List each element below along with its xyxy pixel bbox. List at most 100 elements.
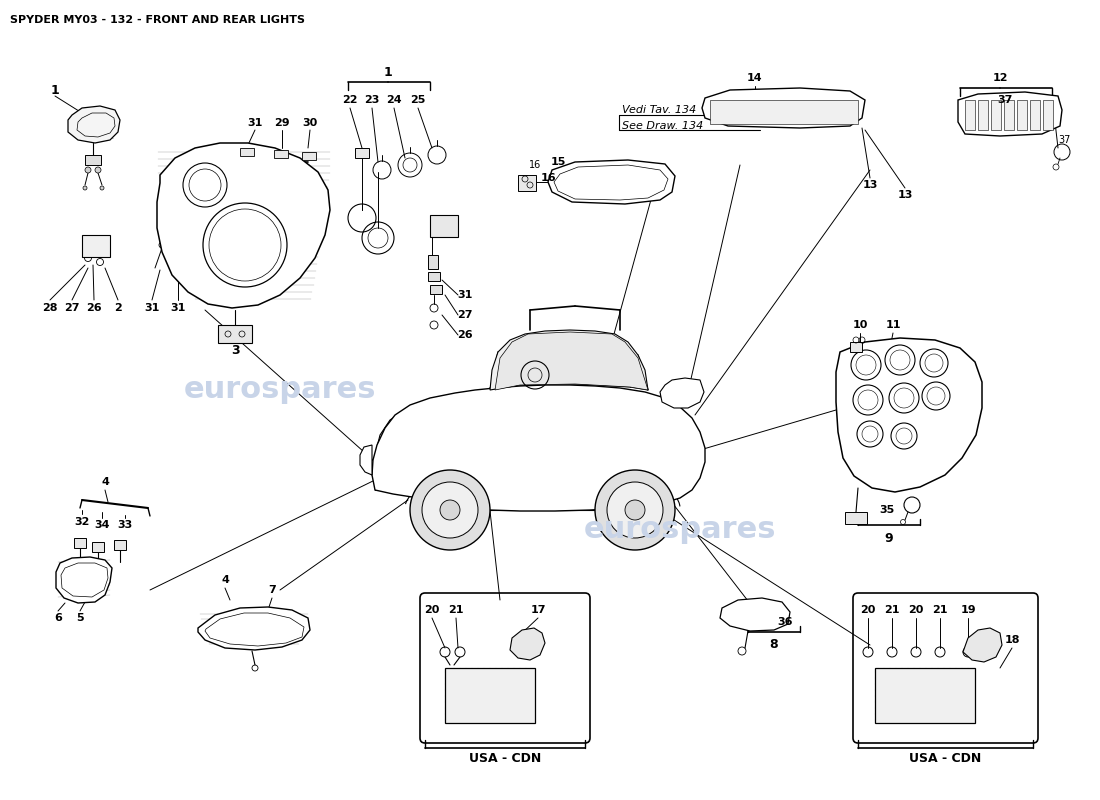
Bar [355,148,368,158]
Bar [1030,100,1040,130]
Text: 8: 8 [770,638,779,651]
Text: USA - CDN: USA - CDN [909,751,981,765]
Text: 26: 26 [86,303,102,313]
Text: 16: 16 [529,160,541,170]
Polygon shape [660,378,704,408]
Bar [1043,100,1053,130]
Text: 24: 24 [386,95,402,105]
Text: 20: 20 [425,605,440,615]
Bar [74,538,86,548]
Circle shape [100,186,104,190]
Circle shape [85,167,91,173]
Bar [92,542,104,552]
Text: Vedi Tav. 134: Vedi Tav. 134 [621,105,696,115]
Bar [991,100,1001,130]
Polygon shape [958,92,1062,136]
Text: 7: 7 [268,585,276,595]
Bar [428,255,438,269]
Text: USA - CDN: USA - CDN [469,751,541,765]
Text: 18: 18 [1004,635,1020,645]
Text: 19: 19 [960,605,976,615]
Text: 35: 35 [879,505,894,515]
Text: See Draw. 134: See Draw. 134 [621,121,703,131]
Text: 11: 11 [886,320,901,330]
Circle shape [95,167,101,173]
Polygon shape [702,88,865,128]
Text: 37: 37 [998,95,1013,105]
Bar [430,285,442,294]
Text: 17: 17 [530,605,546,615]
Text: 13: 13 [862,180,878,190]
Text: 2: 2 [114,303,122,313]
Bar [430,215,458,237]
Text: 6: 6 [54,613,62,623]
Text: 16: 16 [540,173,556,183]
Bar [1018,100,1027,130]
Text: 13: 13 [898,190,913,200]
Text: 21: 21 [449,605,464,615]
Circle shape [607,482,663,538]
FancyBboxPatch shape [852,593,1038,743]
Text: 31: 31 [144,303,159,313]
Polygon shape [548,160,675,204]
Polygon shape [836,338,982,492]
Text: 9: 9 [884,531,893,545]
Polygon shape [372,385,705,511]
Polygon shape [490,330,648,390]
Text: 34: 34 [95,520,110,530]
Text: 31: 31 [248,118,263,128]
Circle shape [595,470,675,550]
Bar [446,668,535,723]
Text: 1: 1 [384,66,393,78]
Polygon shape [56,557,112,603]
Text: 28: 28 [42,303,57,313]
Bar [82,235,110,257]
Text: 32: 32 [75,517,90,527]
Polygon shape [720,598,790,631]
Circle shape [82,186,87,190]
Bar [845,512,867,524]
Text: 21: 21 [884,605,900,615]
Circle shape [440,500,460,520]
Text: 29: 29 [274,118,289,128]
Text: 21: 21 [933,605,948,615]
Text: 22: 22 [342,95,358,105]
Text: 20: 20 [860,605,876,615]
Polygon shape [510,628,544,660]
Text: SPYDER MY03 - 132 - FRONT AND REAR LIGHTS: SPYDER MY03 - 132 - FRONT AND REAR LIGHT… [10,15,305,25]
Polygon shape [68,106,120,143]
Text: 30: 30 [302,118,318,128]
Bar [274,150,288,158]
Text: 25: 25 [410,95,426,105]
Text: eurospares: eurospares [584,515,777,545]
Bar [114,540,126,550]
Circle shape [410,470,490,550]
Bar [218,325,252,343]
Text: 27: 27 [64,303,79,313]
Text: 4: 4 [221,575,229,585]
Polygon shape [157,143,330,308]
Text: 31: 31 [458,290,473,300]
Text: 26: 26 [458,330,473,340]
Text: 14: 14 [747,73,762,83]
Bar [1004,100,1014,130]
Text: 37: 37 [1058,135,1070,145]
Text: 36: 36 [778,617,793,627]
Bar [518,175,536,191]
Bar [850,342,862,352]
Circle shape [422,482,478,538]
Text: 33: 33 [118,520,133,530]
Circle shape [625,500,645,520]
Text: 12: 12 [992,73,1008,83]
Bar [874,668,975,723]
Text: 31: 31 [170,303,186,313]
Text: 20: 20 [909,605,924,615]
Polygon shape [198,607,310,650]
Text: 5: 5 [76,613,84,623]
Text: 15: 15 [550,157,565,167]
Text: 27: 27 [458,310,473,320]
Bar [965,100,975,130]
Bar [240,148,254,156]
Text: 4: 4 [101,477,109,487]
FancyBboxPatch shape [420,593,590,743]
